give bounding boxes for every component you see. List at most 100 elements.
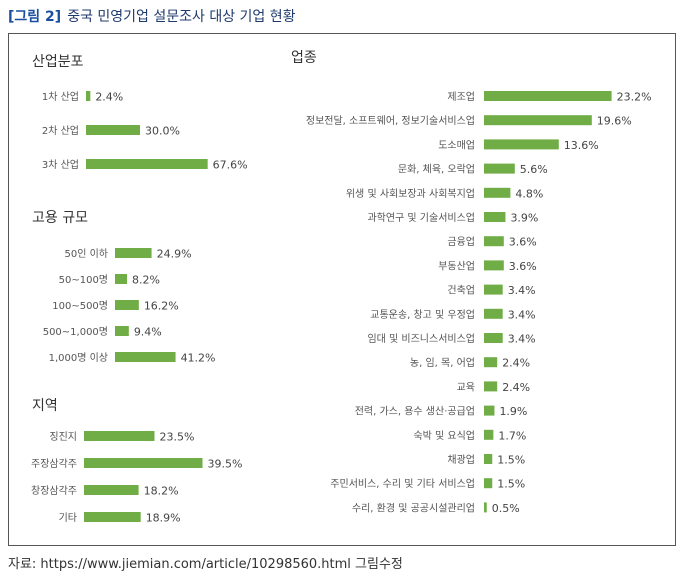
bar [115, 352, 176, 362]
category-label: 금융업 [447, 235, 475, 248]
category-label: 50~100명 [59, 274, 108, 286]
data-label: 9.4% [134, 326, 162, 339]
data-label: 24.9% [157, 248, 192, 261]
bar [86, 91, 91, 101]
data-label: 2.4% [502, 381, 530, 394]
category-label: 주민서비스, 수리 및 기타 서비스업 [330, 477, 475, 490]
bar [86, 125, 140, 135]
data-label: 67.6% [213, 159, 248, 172]
data-label: 18.2% [144, 485, 179, 498]
category-label: 위생 및 사회보장과 사회복지업 [346, 187, 475, 200]
bar [115, 300, 139, 310]
bar [86, 159, 208, 169]
bar [484, 454, 493, 464]
category-label: 3차 산업 [42, 158, 79, 171]
category-label: 수리, 환경 및 공공시설관리업 [352, 501, 475, 514]
category-label: 창장삼각주 [31, 485, 77, 497]
data-label: 1.7% [498, 429, 526, 442]
category-label: 100~500명 [52, 300, 108, 312]
category-label: 임대 및 비즈니스서비스업 [367, 332, 475, 345]
data-label: 3.4% [508, 284, 536, 297]
category-label: 교육 [457, 381, 475, 393]
category-label: 숙박 및 요식업 [413, 429, 475, 442]
data-label: 1.5% [497, 454, 525, 467]
bar [84, 512, 141, 522]
figure-title-text: 중국 민영기업 설문조사 대상 기업 현황 [67, 9, 296, 25]
data-label: 0.5% [492, 502, 520, 515]
category-label: 50인 이하 [64, 247, 108, 260]
bar [484, 333, 503, 343]
category-label: 제조업 [447, 90, 475, 103]
bar [84, 485, 139, 495]
bar [484, 478, 493, 489]
bar [484, 260, 504, 271]
category-label: 과학연구 및 기술서비스업 [367, 211, 475, 224]
bar [84, 458, 203, 468]
data-label: 8.2% [132, 274, 160, 287]
bar [84, 431, 155, 441]
bar [484, 139, 559, 150]
chart-frame [8, 33, 676, 546]
category-label: 정보전달, 소프트웨어, 정보기술서비스업 [306, 114, 475, 127]
data-label: 30.0% [145, 125, 180, 138]
bar [484, 381, 498, 392]
chart-title-2: 지역 [32, 398, 58, 414]
bar [115, 274, 128, 284]
data-label: 3.4% [508, 333, 536, 346]
category-label: 전력, 가스, 용수 생산·공급업 [355, 405, 475, 418]
chart-title-0: 산업분포 [32, 54, 84, 70]
data-label: 41.2% [181, 352, 216, 365]
bar [484, 284, 503, 295]
category-label: 500~1,000명 [43, 326, 108, 338]
category-label: 농, 임, 목, 어업 [410, 356, 475, 369]
bar [484, 187, 511, 198]
category-label: 문화, 체육, 오락업 [398, 163, 475, 176]
data-label: 2.4% [502, 357, 530, 370]
bar [484, 502, 487, 513]
data-label: 4.8% [515, 187, 543, 200]
bar [115, 248, 152, 258]
category-label: 교통운송, 창고 및 우정업 [370, 308, 475, 321]
data-label: 1.9% [499, 405, 527, 418]
category-label: 부동산업 [438, 259, 475, 272]
figure-source: 자료: https://www.jiemian.com/article/1029… [8, 557, 403, 572]
category-label: 1차 산업 [42, 90, 79, 103]
bar [484, 405, 495, 416]
data-label: 3.9% [510, 212, 538, 225]
data-label: 13.6% [564, 139, 599, 152]
data-label: 19.6% [597, 115, 632, 128]
data-label: 2.4% [95, 91, 123, 104]
figure-tag: [그림 2] [8, 9, 62, 25]
data-label: 39.5% [208, 458, 243, 471]
bar [484, 357, 498, 368]
chart-title-3: 업종 [291, 50, 317, 66]
data-label: 3.6% [509, 236, 537, 249]
category-label: 도소매업 [438, 138, 475, 151]
data-label: 23.5% [160, 431, 195, 444]
category-label: 채광업 [447, 453, 475, 466]
data-label: 18.9% [146, 512, 181, 525]
category-label: 주장삼각주 [31, 458, 77, 470]
category-label: 1,000명 이상 [49, 352, 108, 364]
category-label: 건축업 [447, 284, 475, 297]
data-label: 3.6% [509, 260, 537, 273]
bar [115, 326, 129, 336]
data-label: 3.4% [508, 308, 536, 321]
data-label: 5.6% [520, 163, 548, 176]
bar [484, 115, 592, 126]
bar [484, 308, 503, 319]
bar [484, 163, 515, 174]
data-label: 1.5% [497, 478, 525, 491]
data-label: 23.2% [617, 91, 652, 104]
category-label: 기타 [59, 512, 77, 524]
figure-title: [그림 2] 중국 민영기업 설문조사 대상 기업 현황 [8, 6, 296, 26]
bar [484, 236, 504, 247]
data-label: 16.2% [144, 300, 179, 313]
category-label: 2차 산업 [42, 124, 79, 137]
bar [484, 429, 494, 440]
bar [484, 212, 506, 222]
category-label: 징진지 [49, 431, 77, 443]
chart-title-1: 고용 규모 [32, 210, 88, 226]
bar [484, 91, 612, 101]
